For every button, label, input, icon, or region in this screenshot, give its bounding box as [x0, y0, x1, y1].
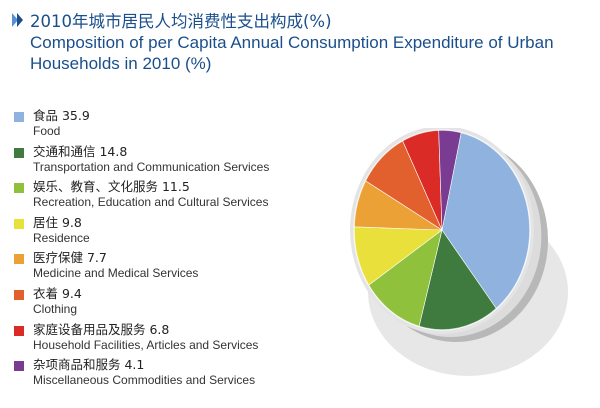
pie-chart-area: [318, 126, 598, 404]
legend-item: 食品 35.9 Food: [14, 108, 314, 144]
chart-legend: 食品 35.9 Food 交通和通信 14.8 Transportation and …: [14, 108, 314, 393]
legend-item: 医疗保健 7.7 Medicine and Medical Services: [14, 250, 314, 286]
legend-swatch: [14, 112, 24, 122]
legend-swatch: [14, 254, 24, 265]
legend-item: 交通和通信 14.8 Transportation and Communicati…: [14, 144, 314, 180]
legend-label-cn: 家庭设备用品及服务 6.8: [33, 321, 170, 337]
legend-label-en: Food: [33, 124, 61, 138]
legend-swatch: [14, 289, 24, 300]
legend-label-cn: 医疗保健 7.7: [33, 250, 107, 266]
legend-swatch: [14, 361, 24, 372]
legend-item: 娱乐、教育、文化服务 11.5 Recreation, Education and…: [14, 179, 314, 215]
legend-swatch: [14, 183, 24, 194]
pie-slices: [353, 129, 531, 331]
legend-label-en: Medicine and Medical Services: [33, 266, 199, 281]
legend-label-cn: 衣着 9.4: [33, 285, 82, 301]
legend-label-en: Transportation and Communication Service…: [33, 159, 270, 174]
legend-swatch: [14, 147, 24, 158]
title-english-line1: Composition of per Capita Annual Consump…: [30, 33, 554, 52]
legend-item: 衣着 9.4 Clothing: [14, 286, 314, 322]
legend-item: 居住 9.8 Residence: [14, 215, 314, 251]
legend-swatch: [14, 218, 24, 229]
legend-label-cn: 娱乐、教育、文化服务 11.5: [33, 179, 190, 195]
chart-title: 2010年城市居民人均消费性支出构成(%) Composition of per…: [12, 8, 597, 74]
legend-label-cn: 居住 9.8: [33, 214, 82, 230]
legend-item: 家庭设备用品及服务 6.8 Household Facilities, Artic…: [14, 322, 314, 358]
title-english-line2: Households in 2010 (%): [30, 54, 212, 73]
legend-swatch: [14, 325, 24, 336]
legend-label-cn: 杂项商品和服务 4.1: [33, 357, 145, 373]
pie-chart: [350, 126, 568, 376]
chevron-bullet-icon: [12, 13, 23, 27]
pie-edge-highlight: [353, 129, 531, 331]
legend-label-en: Miscellaneous Commodities and Services: [33, 373, 256, 388]
legend-label-en: Recreation, Education and Cultural Servi…: [33, 195, 269, 210]
legend-label-en: Household Facilities, Articles and Servi…: [33, 337, 259, 352]
legend-label-cn: 交通和通信 14.8: [33, 143, 128, 159]
title-chinese: 2010年城市居民人均消费性支出构成(%): [30, 12, 332, 31]
legend-label-en: Residence: [33, 230, 90, 245]
legend-label-en: Clothing: [33, 301, 78, 316]
legend-item: 杂项商品和服务 4.1 Miscellaneous Commodities and…: [14, 357, 314, 393]
legend-label-cn: 食品 35.9: [33, 108, 90, 123]
